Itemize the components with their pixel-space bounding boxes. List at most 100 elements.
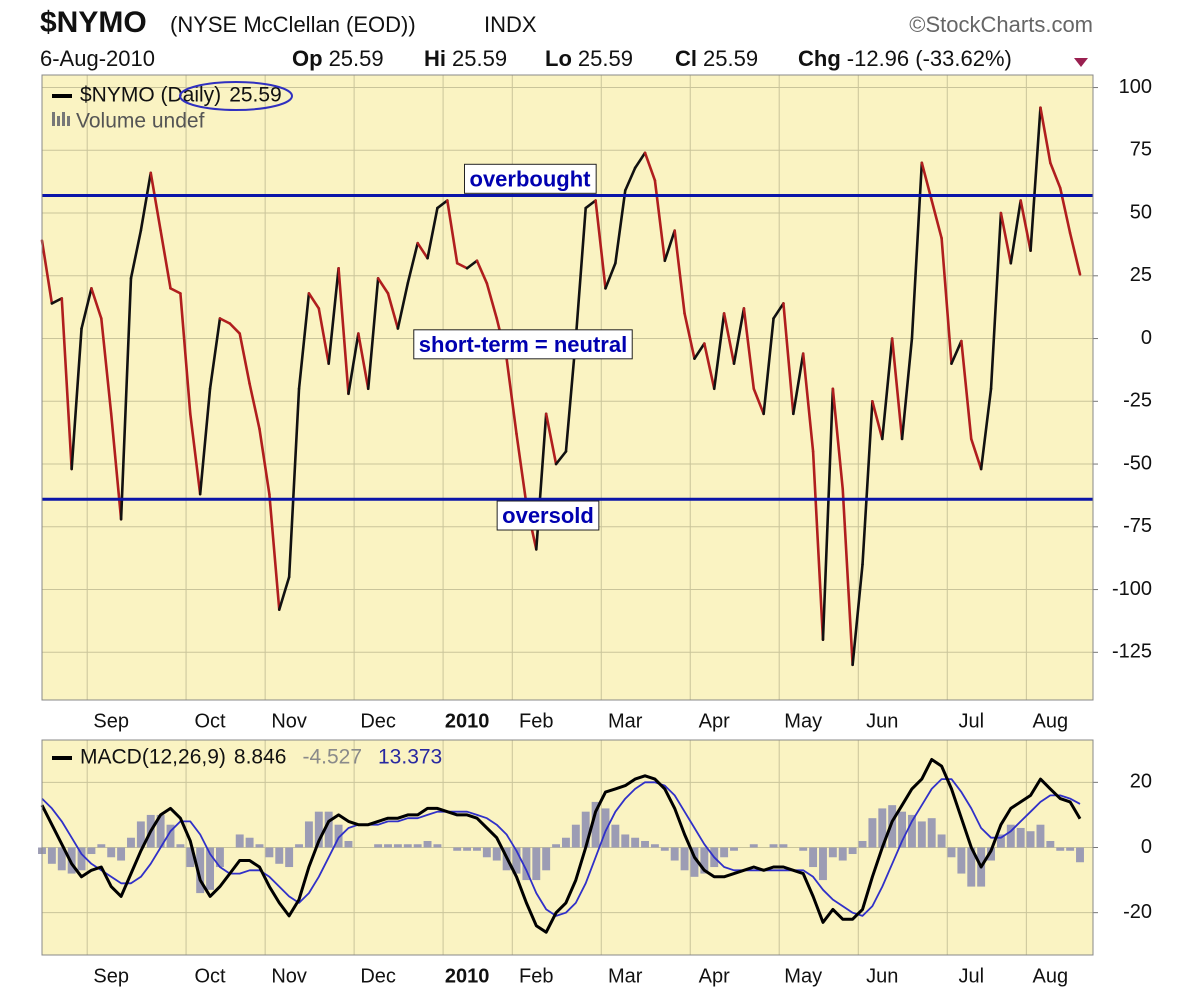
line-segment bbox=[60, 297, 73, 471]
line-segment bbox=[1039, 106, 1052, 165]
line-segment bbox=[396, 282, 410, 330]
histogram-bar bbox=[1016, 827, 1025, 848]
histogram-bar bbox=[957, 847, 966, 874]
line-segment bbox=[100, 317, 113, 416]
line-segment bbox=[297, 292, 311, 391]
line-segment bbox=[821, 387, 835, 642]
histogram-bar bbox=[828, 847, 837, 858]
line-segment bbox=[80, 287, 93, 330]
y-tick-label: 20 bbox=[1130, 771, 1152, 793]
histogram-bar bbox=[532, 847, 541, 881]
y-tick-label: -125 bbox=[1112, 641, 1152, 663]
quote-label: Chg bbox=[798, 46, 841, 71]
quote-item: Op 25.59 bbox=[292, 46, 384, 71]
series-line bbox=[40, 758, 1082, 934]
x-tick-label: Jul bbox=[958, 710, 984, 732]
histogram-bar bbox=[542, 847, 551, 871]
legend-value: 13.373 bbox=[378, 746, 442, 769]
histogram-bar bbox=[621, 834, 630, 848]
line-segment bbox=[801, 352, 815, 453]
line-segment bbox=[712, 312, 726, 391]
legend-name: $NYMO (Daily) bbox=[80, 84, 221, 107]
legend-value: 8.846 bbox=[234, 746, 287, 769]
histogram-bar bbox=[433, 844, 442, 848]
line-segment bbox=[604, 261, 617, 290]
line-segment bbox=[327, 266, 340, 365]
histogram-bar bbox=[581, 811, 590, 848]
histogram-bar bbox=[838, 847, 847, 861]
panel: Sep Oct Nov Dec 2010 Feb Mar Apr May Jun Jul Aug -12… bbox=[40, 74, 1152, 732]
y-tick-label: 0 bbox=[1141, 836, 1152, 858]
histogram-bar bbox=[917, 821, 926, 848]
line-segment bbox=[505, 357, 518, 436]
line-segment bbox=[208, 317, 222, 391]
line-segment bbox=[762, 317, 775, 416]
security-name: (NYSE McClellan (EOD)) bbox=[170, 12, 416, 37]
line-segment bbox=[307, 292, 321, 310]
highlight-oval bbox=[179, 81, 293, 111]
histogram-bar bbox=[77, 847, 86, 871]
histogram-bar bbox=[730, 847, 738, 851]
line-segment bbox=[238, 332, 251, 386]
histogram-bar bbox=[314, 811, 323, 848]
line-segment bbox=[950, 339, 963, 365]
line-segment bbox=[703, 342, 716, 391]
line-segment bbox=[594, 199, 607, 290]
x-tick-label: Oct bbox=[194, 965, 226, 987]
line-segment bbox=[248, 382, 261, 431]
line-segment bbox=[871, 400, 884, 441]
histogram-bar bbox=[47, 847, 56, 864]
histogram-bar bbox=[927, 818, 936, 848]
histogram-bar bbox=[57, 847, 66, 871]
histogram-bar bbox=[552, 844, 561, 848]
histogram-bar bbox=[156, 814, 165, 848]
line-segment bbox=[633, 151, 647, 170]
line-segment bbox=[732, 307, 746, 365]
reference-label-box bbox=[464, 163, 597, 194]
line-segment bbox=[179, 292, 192, 416]
histogram-bar bbox=[403, 844, 412, 848]
quote-item: Hi 25.59 bbox=[424, 46, 507, 71]
line-segment bbox=[1049, 161, 1062, 190]
line-segment bbox=[228, 322, 242, 335]
line-segment bbox=[999, 211, 1013, 265]
x-tick-label: Mar bbox=[608, 965, 643, 987]
line-segment bbox=[426, 206, 439, 260]
histogram-bar bbox=[601, 808, 610, 848]
y-tick-label: -25 bbox=[1123, 390, 1152, 412]
line-segment bbox=[416, 241, 429, 260]
plot-border bbox=[41, 739, 1094, 956]
line-segment bbox=[811, 450, 825, 642]
reference-label: oversold bbox=[502, 503, 594, 528]
x-tick-label: Apr bbox=[699, 965, 730, 987]
line-segment bbox=[188, 412, 202, 496]
histogram-bar bbox=[720, 847, 729, 858]
line-segment bbox=[683, 312, 696, 360]
quote-label: Cl bbox=[675, 46, 697, 71]
histogram-bar bbox=[413, 844, 422, 848]
x-tick-label: May bbox=[784, 965, 822, 987]
line-segment bbox=[436, 199, 449, 210]
histogram-bar bbox=[482, 847, 491, 858]
line-segment bbox=[930, 199, 943, 240]
histogram-bar bbox=[166, 824, 175, 848]
x-tick-label: Jun bbox=[866, 710, 898, 732]
histogram-bar bbox=[987, 847, 995, 861]
x-tick-label: Oct bbox=[194, 710, 226, 732]
histogram-bar bbox=[344, 840, 353, 848]
line-segment bbox=[515, 432, 528, 506]
line-segment bbox=[50, 297, 64, 305]
line-segment bbox=[663, 229, 676, 263]
line-segment bbox=[841, 487, 854, 667]
histogram-bar bbox=[275, 847, 284, 864]
line-segment bbox=[989, 211, 1003, 391]
reference-label-box bbox=[496, 500, 600, 531]
line-segment bbox=[574, 206, 588, 340]
line-segment bbox=[446, 199, 459, 265]
line-segment bbox=[722, 312, 736, 365]
line-segment bbox=[861, 400, 874, 566]
y-tick-label: -20 bbox=[1123, 901, 1152, 923]
line-segment bbox=[643, 151, 657, 182]
histogram-bar bbox=[631, 837, 640, 848]
quote-label: Hi bbox=[424, 46, 446, 71]
